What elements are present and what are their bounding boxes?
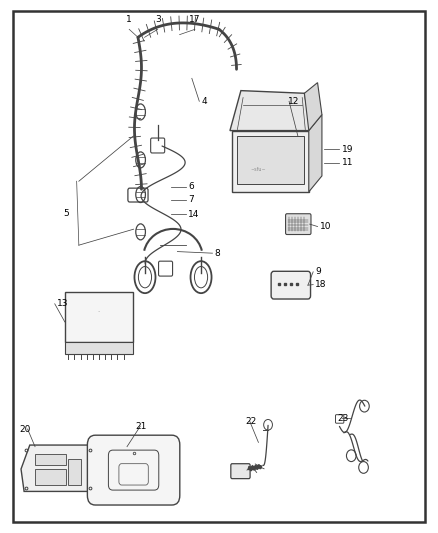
Polygon shape: [232, 131, 309, 192]
Text: ~sfu~: ~sfu~: [251, 166, 266, 172]
Polygon shape: [304, 83, 322, 131]
Bar: [68, 459, 81, 485]
Bar: [237, 136, 304, 184]
Text: 12: 12: [288, 97, 299, 106]
Text: 5: 5: [64, 209, 69, 217]
Text: 4: 4: [201, 97, 207, 106]
Text: 13: 13: [57, 300, 68, 308]
Bar: [65, 342, 133, 354]
FancyBboxPatch shape: [286, 214, 311, 235]
Text: 1: 1: [126, 15, 132, 24]
Text: 10: 10: [320, 222, 331, 231]
Text: ..: ..: [97, 308, 100, 313]
FancyBboxPatch shape: [271, 271, 311, 299]
Bar: [35, 454, 66, 465]
Text: 20: 20: [20, 425, 31, 433]
Polygon shape: [21, 445, 96, 491]
Text: 3: 3: [155, 15, 161, 24]
Text: 21: 21: [136, 422, 147, 431]
FancyBboxPatch shape: [87, 435, 180, 505]
Text: 6: 6: [188, 182, 194, 191]
Bar: [35, 469, 66, 485]
Text: 17: 17: [189, 15, 201, 24]
Text: 14: 14: [188, 210, 200, 219]
Text: 18: 18: [315, 280, 327, 289]
Text: 22: 22: [245, 417, 257, 425]
Text: 8: 8: [215, 249, 220, 257]
Polygon shape: [230, 91, 311, 131]
Text: 23: 23: [337, 414, 349, 423]
Text: 11: 11: [342, 158, 353, 167]
FancyBboxPatch shape: [231, 464, 250, 479]
Polygon shape: [309, 115, 322, 192]
Bar: [65, 292, 133, 342]
Text: 7: 7: [188, 196, 194, 204]
Text: 9: 9: [315, 268, 321, 276]
Text: 19: 19: [342, 145, 353, 154]
